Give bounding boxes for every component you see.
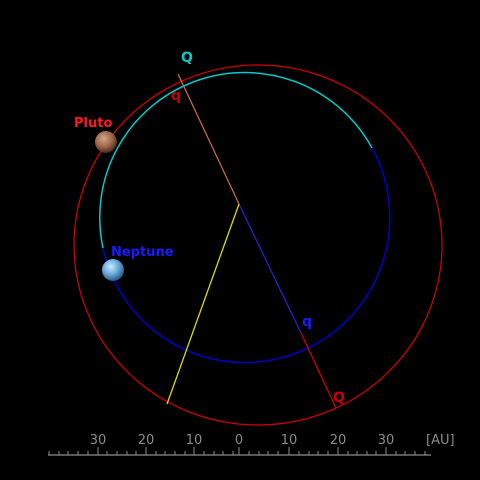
scale-tick-label: 30 [378, 433, 395, 448]
apsis-line-upper [178, 74, 239, 204]
pluto-planet-icon [95, 131, 117, 153]
scale-tick-label: 20 [138, 433, 155, 448]
apsis-line-lower-blue [239, 204, 301, 333]
scale-tick-label: 10 [281, 433, 298, 448]
scale-ticks [49, 447, 425, 455]
neptune-perihelion-label: q [302, 314, 312, 330]
apsis-line-lower-red [301, 333, 336, 408]
node-line [167, 204, 239, 404]
scale-bar: 30 20 10 0 10 20 30 [AU] [48, 433, 455, 455]
scale-tick-label: 20 [330, 433, 347, 448]
neptune-planet-icon [102, 259, 124, 281]
scale-tick-label: 30 [90, 433, 107, 448]
pluto-perihelion-label: q [171, 88, 181, 104]
scale-unit-label: [AU] [426, 433, 455, 448]
neptune-aphelion-label: Q [181, 50, 193, 66]
scale-tick-label: 0 [235, 433, 243, 448]
pluto-aphelion-label: Q [333, 390, 345, 406]
neptune-label: Neptune [111, 245, 174, 260]
neptune-orbit-near [100, 73, 372, 248]
scale-tick-label: 10 [186, 433, 203, 448]
pluto-label: Pluto [74, 116, 112, 131]
